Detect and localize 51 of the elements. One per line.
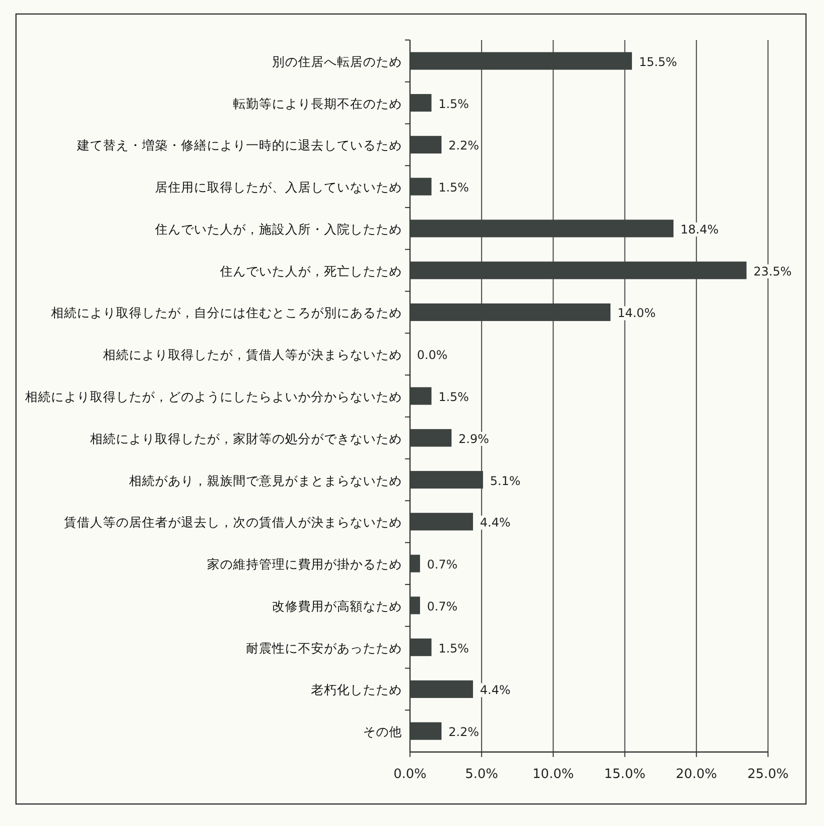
y-tick-label: 耐震性に不安があったため [246,640,402,656]
data-label: 15.5% [638,54,678,69]
data-label: 2.2% [448,725,480,740]
data-label: 0.7% [427,558,458,572]
data-label: 1.5% [438,390,469,404]
bar [410,722,442,740]
y-tick-label: 相続により取得したが，どのようにしたらよいか分からないため [25,389,402,404]
x-tick-label: 25.0% [747,767,789,782]
x-tick-label: 20.0% [676,767,718,782]
y-tick-label: 住んでいた人が，施設入所・入院したため [154,221,402,236]
y-tick-label: 相続により取得したが，自分には住むところが別にあるため [51,305,402,320]
data-label: 2.9% [458,432,490,446]
y-tick-label: 転勤等により長期不在のため [233,96,402,111]
data-label: 5.1% [490,474,521,488]
data-label: 23.5% [754,264,792,278]
x-tick-label: 15.0% [604,767,646,782]
y-tick-label: 建て替え・増築・修繕により一時的に退去しているため [76,138,402,153]
y-tick-label: 老朽化したため [311,682,402,698]
data-label: 14.0% [617,306,656,320]
bar [410,680,474,698]
y-tick-label: 住んでいた人が，死亡したため [219,263,402,278]
data-label: 4.4% [480,516,511,530]
data-label: 1.5% [438,96,469,111]
bar [410,94,432,112]
data-label: 2.2% [448,138,480,153]
x-tick-label: 5.0% [465,767,498,782]
data-label: 4.4% [480,683,511,698]
y-tick-label: 家の維持管理に費用が掛かるため [207,556,402,572]
y-tick-label: 相続により取得したが，賃借人等が決まらないため [103,347,402,362]
y-tick-label: 賃借人等の居住者が退去し，次の賃借人が決まらないため [64,514,402,530]
bar [410,429,452,447]
y-tick-label: 相続があり，親族間で意見がまとまらないため [129,472,402,488]
bar [410,638,432,656]
bar [410,512,474,530]
data-label: 1.5% [438,180,469,195]
data-label: 0.7% [427,599,458,614]
y-tick-label: その他 [363,724,402,740]
y-tick-label: 居住用に取得したが、入居していないため [155,180,402,195]
y-tick-label: 別の住居へ転居のため [272,54,402,69]
bar [410,178,432,196]
bar [410,554,420,572]
x-tick-label: 10.0% [532,767,574,782]
data-label: 0.0% [417,348,448,362]
data-label: 1.5% [438,641,469,656]
x-tick-label: 0.0% [393,767,427,782]
bar [410,596,420,614]
y-tick-label: 改修費用が高額なため [272,598,402,614]
y-tick-label: 相続により取得したが，家財等の処分ができないため [90,430,402,446]
bar [410,136,442,154]
data-label: 18.4% [680,222,719,236]
bar [410,387,432,405]
